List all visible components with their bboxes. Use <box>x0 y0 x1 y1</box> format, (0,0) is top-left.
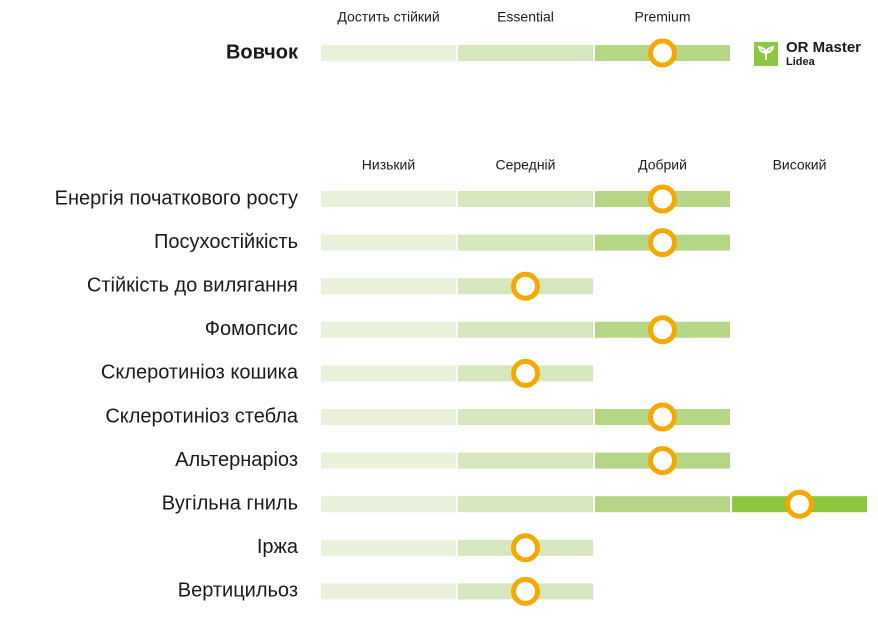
level-header: Низький <box>362 157 415 173</box>
product-name: Вовчок <box>226 41 299 63</box>
rating-marker <box>648 446 677 476</box>
row-label: Фомопсис <box>205 318 298 340</box>
rating-marker <box>511 271 540 301</box>
row-label: Стійкість до вилягання <box>87 274 298 296</box>
rating-marker <box>648 184 677 214</box>
level-header: Достить стійкий <box>337 9 439 25</box>
logo: OR Master Lidea <box>754 39 861 68</box>
bar-segment <box>321 234 456 251</box>
bar-segment <box>458 409 593 425</box>
bar-segment <box>458 234 593 251</box>
level-header: Добрий <box>638 157 687 173</box>
row-label: Вертицильоз <box>178 580 298 602</box>
bar-segment <box>458 452 593 469</box>
bar-segment <box>321 45 456 61</box>
bar-segment <box>458 496 593 513</box>
rating-marker <box>511 358 540 388</box>
bar-segment <box>321 583 456 600</box>
bar-segment <box>321 452 456 469</box>
logo-brand: Lidea <box>786 56 816 68</box>
bar-segment <box>458 45 593 61</box>
bar-segment <box>321 191 456 207</box>
rating-marker <box>648 315 677 345</box>
level-header: Essential <box>497 9 554 25</box>
bar-segment <box>321 365 456 382</box>
bar-segment <box>458 191 593 207</box>
rating-marker <box>648 38 677 68</box>
bar-segment <box>321 278 456 295</box>
row-label: Вугільна гниль <box>162 492 298 514</box>
bar-segment <box>595 496 730 513</box>
row-label: Склеротиніоз кошика <box>101 362 299 384</box>
bar-segment <box>321 409 456 425</box>
row-label: Енергія початкового росту <box>55 187 298 209</box>
bar-segment <box>321 539 456 556</box>
rating-marker <box>785 489 814 519</box>
row-label: Склеротиніоз стебла <box>105 405 299 427</box>
logo-name: OR Master <box>786 39 861 56</box>
rating-marker <box>648 402 677 432</box>
logo-leaf <box>757 45 775 60</box>
row-label: Альтернаріоз <box>175 449 298 471</box>
level-header: Середній <box>496 157 556 173</box>
rating-marker <box>648 228 677 258</box>
bar-segment <box>321 496 456 513</box>
rating-marker <box>511 576 540 606</box>
rating-marker <box>511 533 540 563</box>
row-label: Іржа <box>257 536 299 558</box>
level-header: Premium <box>634 9 690 25</box>
bar-segment <box>458 321 593 338</box>
level-header: Високий <box>773 157 827 173</box>
row-label: Посухостійкість <box>154 231 298 253</box>
bar-segment <box>321 321 456 338</box>
